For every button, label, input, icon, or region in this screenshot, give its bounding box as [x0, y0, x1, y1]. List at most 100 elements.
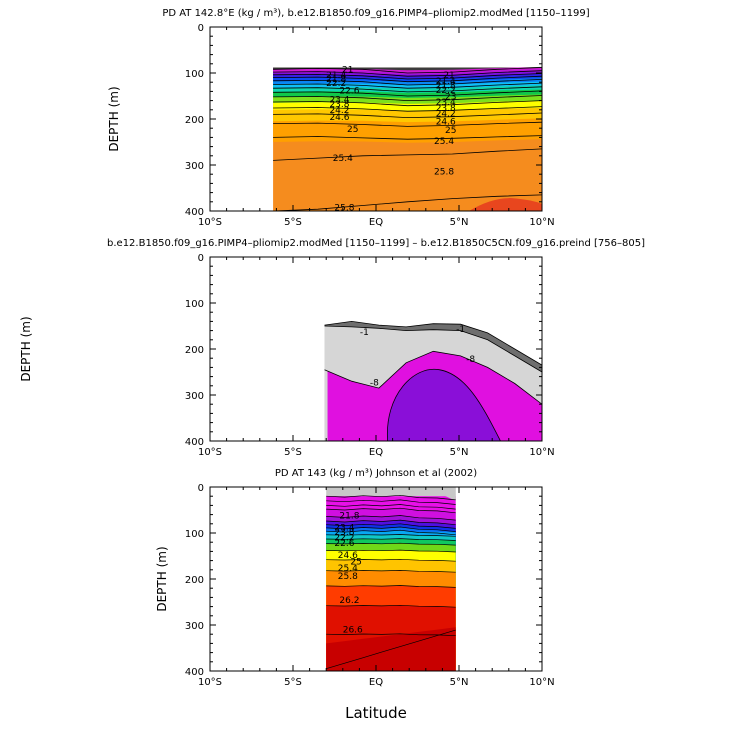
panel-3-ylabel: DEPTH (m) — [155, 546, 169, 611]
y-tick-label: 200 — [185, 115, 204, 126]
observed-isopycnal — [326, 633, 456, 637]
isopycnal-line — [273, 73, 542, 80]
x-tick-label: 10°N — [529, 447, 554, 458]
panel-observed-density: PD AT 143 (kg / m³) Johnson et al (2002)… — [155, 468, 555, 688]
y-tick-label: 200 — [185, 575, 204, 586]
x-tick-label: 5°S — [284, 217, 302, 228]
isopycnal-line — [273, 148, 542, 161]
isopycnal-line — [273, 79, 542, 86]
y-tick-label: 400 — [185, 207, 204, 218]
contour-label: 22.6 — [339, 86, 359, 96]
contour-label: 23.8 — [329, 100, 349, 110]
panel-2-axes: 10°S 5°S EQ 5°N 10°N 0 100 200 300 400 — [185, 253, 555, 458]
contour-label: 21 — [342, 65, 353, 75]
x-tick-label: 10°N — [529, 217, 554, 228]
isopycnal-line — [273, 121, 542, 127]
contour-label: 21.4 — [326, 71, 346, 81]
observed-isopycnal — [326, 499, 456, 505]
y-tick-label: 300 — [185, 391, 204, 402]
dense-water-blob — [468, 198, 542, 211]
observed-isopycnal — [326, 494, 456, 501]
contour-label: -1 — [360, 328, 369, 338]
y-tick-label: 100 — [185, 529, 204, 540]
observed-isopycnal — [326, 558, 456, 562]
contour-label: 25.4 — [434, 137, 454, 147]
x-tick-label: 10°S — [198, 447, 222, 458]
surface-grey-cap — [326, 487, 456, 501]
difference-contour-line — [324, 320, 542, 366]
observed-isopycnal — [326, 570, 456, 573]
contour-label: 23 — [445, 92, 456, 102]
contour-label: -1 — [456, 325, 465, 335]
contour-label: 21.8 — [436, 81, 456, 91]
panel-3-filled-contours — [326, 487, 456, 671]
y-tick-label: 0 — [198, 483, 204, 494]
contour-label: 26.6 — [343, 626, 363, 636]
left-edge-band — [324, 326, 328, 441]
x-tick-label: 10°N — [529, 677, 554, 688]
panel-model-density: PD AT 142.8°E (kg / m³), b.e12.B1850.f09… — [107, 8, 590, 228]
contour-label: 22.6 — [334, 539, 354, 549]
y-tick-label: 300 — [185, 161, 204, 172]
observed-isopycnal — [326, 585, 456, 588]
y-tick-label: 300 — [185, 621, 204, 632]
observed-isopycnal — [326, 504, 456, 510]
y-tick-label: 0 — [198, 253, 204, 264]
contour-label: 25 — [350, 558, 361, 568]
isopycnal-line — [273, 70, 542, 77]
isopycnal-line — [273, 95, 542, 102]
contour-label: 21 — [443, 71, 454, 81]
x-tick-label: 5°S — [284, 447, 302, 458]
panel-1-axes: 10°S 5°S EQ 5°N 10°N 0 100 200 300 400 — [185, 23, 555, 228]
y-tick-label: 200 — [185, 345, 204, 356]
panel-3-contour-lines — [326, 494, 456, 670]
contour-label: 21.4 — [436, 77, 456, 87]
isopycnal-line — [273, 86, 542, 93]
contour-label: 23.4 — [334, 523, 354, 533]
contour-label: 24.6 — [338, 551, 358, 561]
observed-isopycnal — [326, 526, 456, 532]
isopycnal-line — [273, 67, 542, 74]
x-tick-label: 5°N — [450, 447, 469, 458]
contour-label: 26.2 — [339, 596, 359, 606]
panel-2-contour-labels: -1 -1 -8 -8 — [360, 325, 475, 388]
contour-label: 22.2 — [436, 86, 456, 96]
y-tick-label: 100 — [185, 299, 204, 310]
contour-label: 21.8 — [326, 75, 346, 85]
contour-label: 23.8 — [436, 104, 456, 114]
isopycnal-line — [273, 135, 542, 140]
observed-isopycnal — [326, 549, 456, 553]
x-tick-label: EQ — [369, 447, 383, 458]
contour-label: 24.6 — [436, 117, 456, 127]
x-tick-label: 5°N — [450, 217, 469, 228]
isopycnal-line — [273, 82, 542, 89]
panel-1-contour-lines — [273, 67, 542, 211]
y-tick-label: 400 — [185, 437, 204, 448]
observed-isopycnal — [326, 507, 456, 514]
panel-1-ylabel: DEPTH (m) — [107, 86, 121, 151]
panel-3-title: PD AT 143 (kg / m³) Johnson et al (2002) — [275, 468, 477, 479]
contour-label: 22.2 — [326, 79, 346, 89]
figure-xlabel: Latitude — [345, 704, 407, 722]
isopycnal-line — [273, 194, 542, 211]
contour-label: -8 — [370, 379, 379, 389]
x-tick-label: 10°S — [198, 677, 222, 688]
panel-2-filled-contours — [324, 321, 542, 441]
contour-label: 24.2 — [329, 106, 349, 116]
contour-label: 25.8 — [338, 572, 358, 582]
difference-contour-line — [324, 350, 542, 405]
contour-label: 23.4 — [329, 96, 349, 106]
panel-2-title: b.e12.B1850.f09_g16.PIMP4–pliomip2.modMe… — [107, 238, 645, 249]
isopycnal-line — [273, 112, 542, 119]
panel-2-ylabel: DEPTH (m) — [19, 316, 33, 381]
isopycnal-line — [273, 75, 542, 83]
contour-label: -8 — [466, 355, 475, 365]
x-tick-label: 5°S — [284, 677, 302, 688]
panel-3-axes: 10°S 5°S EQ 5°N 10°N 0 100 200 300 400 — [185, 483, 555, 688]
observed-isopycnal — [326, 604, 456, 608]
x-tick-label: 5°N — [450, 677, 469, 688]
contour-label: 21.8 — [339, 512, 359, 522]
y-tick-label: 400 — [185, 667, 204, 678]
contour-label: 24.6 — [329, 113, 349, 123]
